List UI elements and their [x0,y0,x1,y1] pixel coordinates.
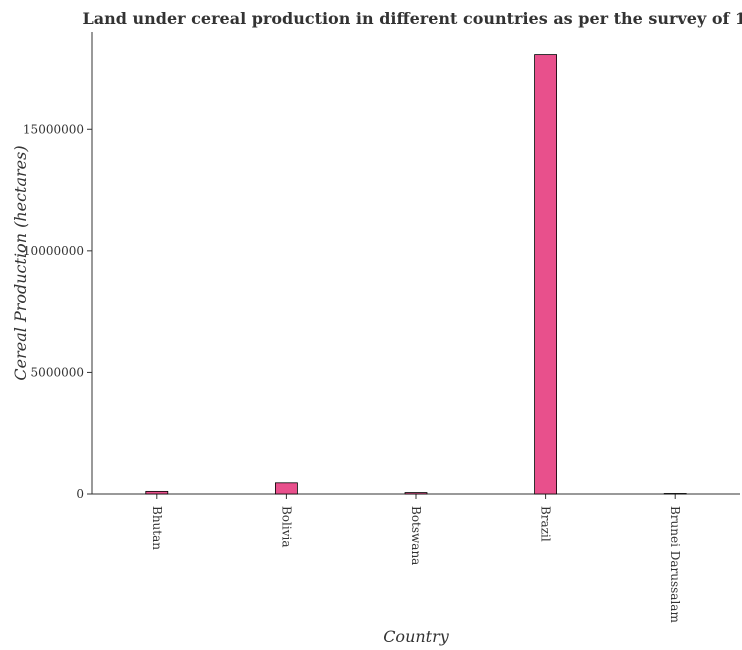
chart-title: Land under cereal production in differen… [83,9,742,28]
plot-area [92,32,740,494]
bar-botswana [404,492,428,495]
bar-brunei-darussalam [663,493,687,495]
bars-group [145,54,687,495]
y-axis-ticks: 0 5000000 10000000 15000000 [23,122,92,501]
x-axis-ticks: Bhutan Bolivia Botswana Brazil Brunei Daruss… [150,494,682,623]
y-tick-label: 5000000 [31,365,84,379]
x-tick-label: Botswana [409,506,423,565]
x-tick-label: Brazil [539,506,553,542]
bar-bhutan [145,490,169,495]
y-axis-title: Cereal Production (hectares) [11,145,30,380]
bar-bolivia [274,482,298,495]
y-tick-label: 10000000 [23,244,84,258]
x-tick-label: Bhutan [150,506,164,550]
x-tick-label: Bolivia [279,506,293,548]
x-tick-label: Brunei Darussalam [668,506,682,623]
y-tick-label: 15000000 [23,122,84,136]
x-axis-title: Country [383,627,450,646]
y-tick-label: 0 [76,487,84,501]
bar-brazil [534,54,557,495]
